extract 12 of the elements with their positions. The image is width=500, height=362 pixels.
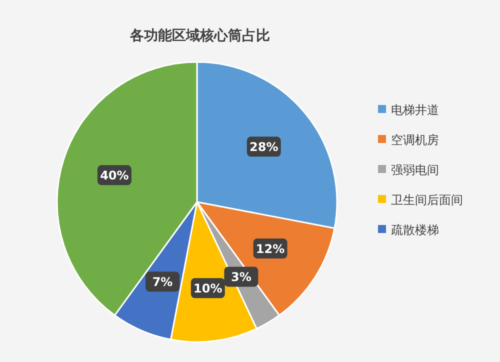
legend-label: 电梯井道 bbox=[391, 103, 439, 117]
legend-label: 空调机房 bbox=[391, 133, 439, 147]
legend-label: 卫生间后面间 bbox=[391, 193, 463, 207]
data-label: 3% bbox=[230, 270, 252, 284]
legend-label: 疏散楼梯 bbox=[391, 223, 439, 237]
data-label: 28% bbox=[250, 140, 278, 154]
data-label: 10% bbox=[194, 282, 222, 296]
chart-title: 各功能区域核心筒占比 bbox=[129, 27, 270, 44]
data-label: 7% bbox=[152, 275, 173, 290]
data-label: 12% bbox=[256, 242, 285, 256]
data-label: 40% bbox=[100, 168, 129, 183]
legend-label: 强弱电间 bbox=[391, 163, 439, 177]
